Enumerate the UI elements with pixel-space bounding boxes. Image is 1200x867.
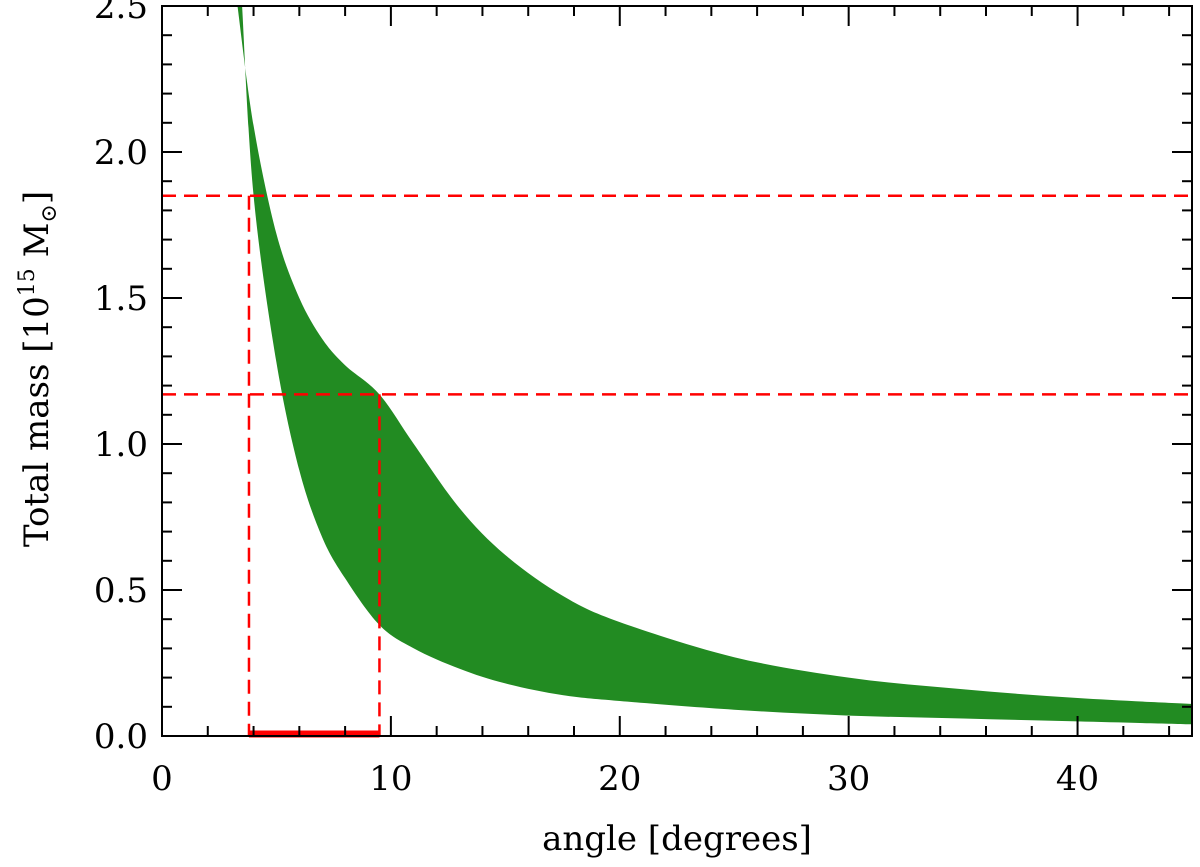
x-tick-label: 40 bbox=[1056, 759, 1099, 799]
axis-ticks bbox=[161, 5, 1192, 737]
x-tick-label: 0 bbox=[151, 759, 173, 799]
y-tick-label: 0.5 bbox=[94, 571, 148, 611]
mass-band-layer bbox=[237, 6, 1192, 725]
x-tick-label: 30 bbox=[827, 759, 870, 799]
y-tick-label: 2.5 bbox=[94, 0, 148, 27]
y-axis-title-unit: M bbox=[17, 223, 57, 269]
plot-frame bbox=[161, 5, 1193, 737]
y-tick-label: 1.5 bbox=[94, 279, 148, 319]
y-tick-label: 2.0 bbox=[94, 133, 148, 173]
x-axis-title: angle [degrees] bbox=[542, 819, 812, 859]
y-axis-title: Total mass [1015 M⊙] bbox=[15, 191, 62, 547]
x-tick-label: 20 bbox=[598, 759, 641, 799]
y-axis-title-exponent: 15 bbox=[15, 268, 40, 296]
y-axis-title-suffix: ] bbox=[17, 191, 57, 204]
reference-lines-layer bbox=[162, 194, 1192, 738]
y-axis-title-unit-subscript: ⊙ bbox=[37, 204, 62, 222]
y-tick-label: 1.0 bbox=[94, 425, 148, 465]
y-axis-title-prefix: Total mass [10 bbox=[17, 296, 57, 547]
mass-band-area bbox=[237, 6, 1192, 725]
tick-labels: 0 10 20 30 40 0.0 0.5 1.0 1.5 2.0 2.5 bbox=[94, 0, 1099, 799]
x-tick-label: 10 bbox=[369, 759, 412, 799]
plot-border bbox=[161, 5, 1193, 737]
y-tick-label: 0.0 bbox=[94, 717, 148, 757]
